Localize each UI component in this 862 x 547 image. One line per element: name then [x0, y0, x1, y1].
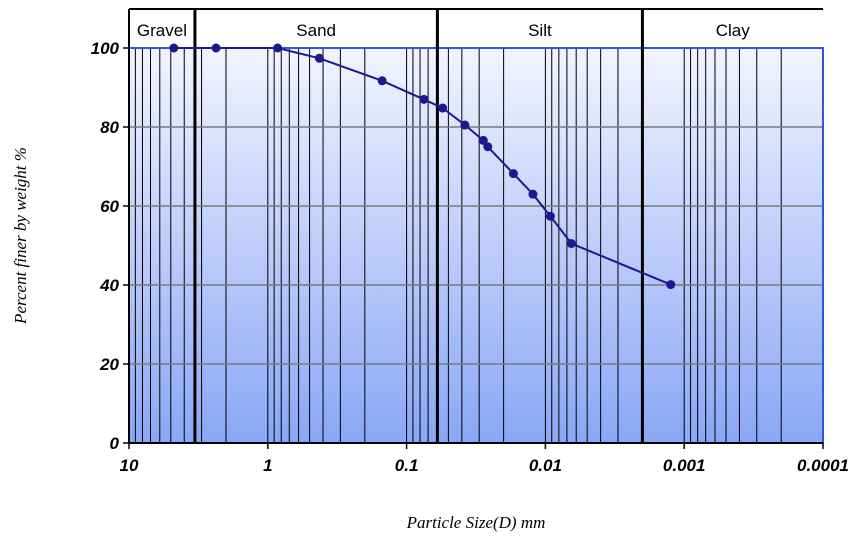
data-point: [566, 239, 576, 249]
data-point: [545, 211, 555, 221]
soil-zones: Gravel Sand Silt Clay: [128, 8, 823, 443]
data-point: [508, 169, 518, 179]
data-point: [169, 43, 179, 53]
data-point: [273, 43, 283, 53]
plot-area: [129, 48, 823, 443]
y-tick-label: 80: [100, 118, 119, 137]
x-tick-label: 0.1: [395, 456, 419, 475]
horizontal-gridlines: [129, 126, 823, 365]
data-point: [478, 135, 488, 145]
y-tick-label: 20: [99, 355, 119, 374]
x-tick-label: 10: [120, 456, 139, 475]
x-tick-label: 0.0001: [797, 456, 849, 475]
data-point: [438, 103, 448, 113]
data-point: [528, 189, 538, 199]
y-tick-label: 100: [91, 39, 120, 58]
data-point: [377, 76, 387, 86]
zone-label: Clay: [716, 21, 751, 40]
x-tick-label: 0.01: [529, 456, 562, 475]
data-point: [211, 43, 221, 53]
y-tick-label: 0: [110, 434, 120, 453]
x-tick-label: 1: [263, 456, 272, 475]
data-point: [460, 120, 470, 130]
x-axis-ticks: 10 1 0.1 0.01 0.001 0.0001: [120, 442, 849, 475]
y-axis-ticks: 0 20 40 60 80 100: [91, 39, 129, 453]
zone-label: Silt: [528, 21, 552, 40]
x-tick-label: 0.001: [663, 456, 706, 475]
data-point: [314, 53, 324, 63]
data-points: [169, 43, 676, 290]
zone-label: Gravel: [137, 21, 187, 40]
data-point: [419, 94, 429, 104]
minor-gridlines: [134, 48, 824, 443]
y-tick-label: 60: [100, 197, 119, 216]
data-point: [483, 142, 493, 152]
zone-label: Sand: [296, 21, 336, 40]
data-point: [666, 280, 676, 290]
x-axis-title: Particle Size(D) mm: [406, 513, 546, 532]
y-tick-label: 40: [99, 276, 119, 295]
y-axis-title: Percent finer by weight %: [11, 147, 30, 325]
